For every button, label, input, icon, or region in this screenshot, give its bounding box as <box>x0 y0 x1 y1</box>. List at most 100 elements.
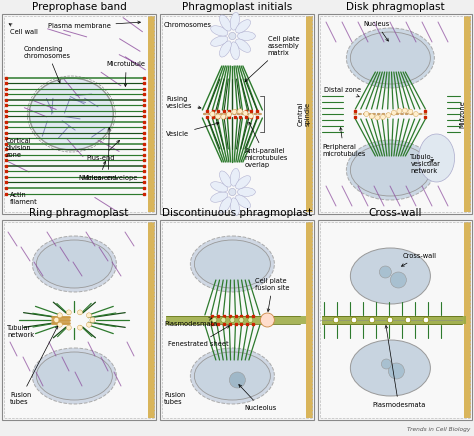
Ellipse shape <box>373 113 376 115</box>
Text: Cross-wall: Cross-wall <box>368 208 422 218</box>
Ellipse shape <box>237 187 255 196</box>
Ellipse shape <box>191 236 274 292</box>
Text: Cell plate
assembly
matrix: Cell plate assembly matrix <box>245 36 300 82</box>
Text: Cell wall: Cell wall <box>9 24 38 35</box>
Circle shape <box>230 317 235 323</box>
Text: Minus-end: Minus-end <box>82 161 117 181</box>
Ellipse shape <box>237 31 255 41</box>
Text: Chromosomes: Chromosomes <box>164 22 212 28</box>
Text: Discontinuous phragmoplast: Discontinuous phragmoplast <box>162 208 312 218</box>
Circle shape <box>215 114 220 119</box>
Circle shape <box>402 108 407 113</box>
Text: Plasma membrane: Plasma membrane <box>47 21 140 29</box>
Ellipse shape <box>211 113 215 115</box>
Bar <box>160 220 314 420</box>
Ellipse shape <box>220 113 224 115</box>
Text: Fusion
tubes: Fusion tubes <box>164 392 185 405</box>
Bar <box>2 14 156 214</box>
Circle shape <box>90 317 95 323</box>
Bar <box>148 222 155 418</box>
Bar <box>162 16 312 212</box>
Ellipse shape <box>36 240 112 288</box>
Ellipse shape <box>236 39 251 52</box>
Ellipse shape <box>230 12 239 30</box>
Ellipse shape <box>210 36 228 46</box>
Ellipse shape <box>32 236 117 292</box>
Ellipse shape <box>233 113 236 115</box>
Text: Actin
filament: Actin filament <box>10 192 38 205</box>
Text: Preprophase band: Preprophase band <box>32 2 127 12</box>
Ellipse shape <box>237 113 240 115</box>
Circle shape <box>391 272 406 288</box>
Circle shape <box>423 317 429 323</box>
Ellipse shape <box>363 113 366 115</box>
Circle shape <box>382 359 392 369</box>
Text: Cell plate
fusion site: Cell plate fusion site <box>255 277 290 311</box>
Text: Midzone: Midzone <box>459 100 465 128</box>
Circle shape <box>86 313 91 318</box>
Ellipse shape <box>216 113 219 115</box>
Text: Fusion
tubes: Fusion tubes <box>10 326 58 405</box>
Text: Ring phragmoplast: Ring phragmoplast <box>29 208 128 218</box>
Circle shape <box>229 188 236 196</box>
Ellipse shape <box>210 26 228 36</box>
Text: Condensing
chromosomes: Condensing chromosomes <box>24 45 71 83</box>
Text: Distal zone: Distal zone <box>324 87 361 97</box>
Bar <box>4 16 154 212</box>
Circle shape <box>229 32 236 40</box>
Circle shape <box>77 310 82 315</box>
Text: Tubulo-
vesicular
network: Tubulo- vesicular network <box>410 154 440 174</box>
Ellipse shape <box>236 176 251 189</box>
Circle shape <box>54 317 59 323</box>
Ellipse shape <box>424 113 427 115</box>
Bar <box>464 222 471 418</box>
Text: Central
spindle: Central spindle <box>298 102 310 126</box>
Ellipse shape <box>354 113 357 115</box>
Ellipse shape <box>350 144 430 196</box>
Bar <box>162 222 312 418</box>
Ellipse shape <box>32 348 117 404</box>
Circle shape <box>221 114 226 119</box>
Text: Nucleolus: Nucleolus <box>239 385 277 411</box>
Circle shape <box>387 317 393 323</box>
Ellipse shape <box>219 197 231 213</box>
Text: Fusing
vesicles: Fusing vesicles <box>166 95 201 109</box>
Text: Plasmodesmata: Plasmodesmata <box>164 318 218 327</box>
Circle shape <box>229 372 246 388</box>
Bar <box>464 16 471 212</box>
Bar <box>318 220 472 420</box>
Text: Cross-wall: Cross-wall <box>401 253 437 266</box>
Ellipse shape <box>368 113 371 115</box>
Ellipse shape <box>254 113 257 115</box>
Ellipse shape <box>350 32 430 84</box>
Text: Nucleus: Nucleus <box>364 21 390 41</box>
Ellipse shape <box>194 240 270 288</box>
Ellipse shape <box>246 113 249 115</box>
Ellipse shape <box>410 113 413 115</box>
Text: Microtubule: Microtubule <box>107 61 146 86</box>
Circle shape <box>237 109 242 114</box>
Bar <box>160 14 314 214</box>
Ellipse shape <box>219 41 231 57</box>
Circle shape <box>351 317 357 323</box>
Text: Vesicle: Vesicle <box>166 123 219 137</box>
Ellipse shape <box>419 134 455 182</box>
Bar <box>148 16 155 212</box>
Bar <box>322 316 466 324</box>
Ellipse shape <box>358 113 362 115</box>
Ellipse shape <box>191 348 274 404</box>
Bar <box>320 16 470 212</box>
Circle shape <box>364 112 369 116</box>
Bar <box>2 220 156 420</box>
Circle shape <box>212 317 217 323</box>
Ellipse shape <box>250 113 253 115</box>
Text: Phragmoplast initials: Phragmoplast initials <box>182 2 292 12</box>
Ellipse shape <box>194 352 270 400</box>
Ellipse shape <box>419 113 422 115</box>
Circle shape <box>408 109 413 114</box>
Text: Nuclear envelope: Nuclear envelope <box>79 128 137 181</box>
Text: Tubular
network: Tubular network <box>7 325 34 338</box>
Circle shape <box>66 310 71 315</box>
Circle shape <box>243 111 248 116</box>
Ellipse shape <box>236 195 251 208</box>
